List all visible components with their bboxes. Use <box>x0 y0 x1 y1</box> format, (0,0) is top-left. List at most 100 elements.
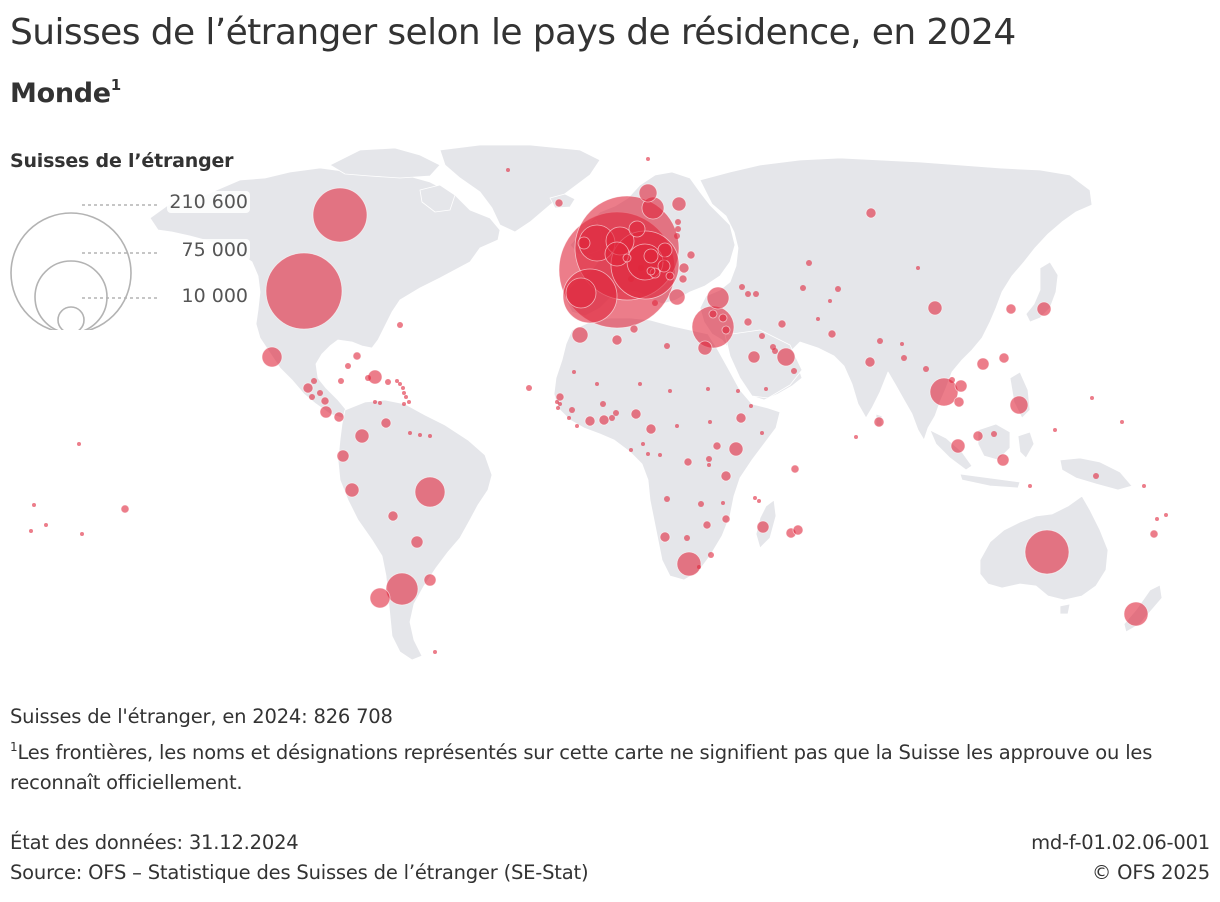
bubble-pakistan <box>827 329 837 339</box>
bubble-layer <box>29 157 1168 654</box>
bubble-romania <box>678 262 690 274</box>
bubble-myanmar <box>923 366 929 372</box>
bubble-monaco <box>628 276 634 282</box>
notes: Suisses de l'étranger, en 2024: 826 708 … <box>10 702 1210 798</box>
land-java <box>959 473 1021 489</box>
bubble-puerto-rico <box>385 379 391 385</box>
bubble-peru <box>344 482 360 498</box>
bubble-finland <box>671 196 687 212</box>
bubble-congo <box>658 453 662 457</box>
bubble-india <box>864 356 876 368</box>
bubble-portugal <box>565 277 597 309</box>
bubble-reunion <box>792 524 804 536</box>
bubble-latvia <box>675 226 681 232</box>
bubble-curacao <box>378 401 382 405</box>
bubble-greece <box>668 288 686 306</box>
footnote-mark: 1 <box>10 740 18 754</box>
land-layer <box>149 144 1163 661</box>
bubble-sudan <box>706 387 710 391</box>
bubble-saudi-arabia <box>747 350 761 364</box>
bubble-estonia <box>675 219 681 225</box>
bubble-libya <box>664 343 670 349</box>
bubble-iran <box>777 319 787 329</box>
bubble-palau <box>1053 428 1057 432</box>
bubble-burundi <box>707 463 711 467</box>
bubble-nepal <box>877 338 883 344</box>
bubble-tanzania <box>720 470 732 482</box>
bubble-iraq <box>743 317 753 327</box>
bubble-burkina-faso <box>600 401 606 407</box>
land-arctic-islands <box>329 147 441 179</box>
land-baffin <box>419 184 456 213</box>
bubble-cuba <box>345 363 351 369</box>
chart-code: md-f-01.02.06-001 <box>1031 831 1210 854</box>
bubble-venezuela <box>380 417 392 429</box>
bubble-georgia <box>739 284 745 290</box>
bubble-falklands <box>433 650 437 654</box>
bubble-malawi <box>721 501 725 505</box>
bubble-aruba <box>373 400 377 404</box>
bubble-hawaii <box>77 442 81 446</box>
bubble-cape-verde <box>556 406 560 410</box>
bubble-suriname <box>418 433 422 437</box>
land-sumatra <box>929 429 973 471</box>
bubble-united-states <box>265 252 343 330</box>
bubble-japan <box>1036 301 1052 317</box>
bubble-central-african-rep- <box>675 424 679 428</box>
bubble-marshall-islands <box>1120 420 1124 424</box>
bubble-pacific-islet-4 <box>80 532 84 536</box>
land-sulawesi <box>1017 431 1035 459</box>
bubble-oman <box>791 368 797 374</box>
bubble-guinea <box>569 407 575 413</box>
bubble-mauritania <box>572 370 576 374</box>
land-greenland <box>439 144 601 233</box>
bubble-lesotho <box>697 565 701 569</box>
bubble-kenya <box>728 441 744 457</box>
bubble-pacific-islet-1 <box>32 503 36 507</box>
legend-circles <box>10 204 158 330</box>
bubble-morocco <box>571 326 589 344</box>
legend-circle-medium <box>34 260 108 330</box>
bubble-australia <box>1024 529 1070 575</box>
bubble-panama <box>333 411 345 423</box>
bubble-benin <box>613 410 619 416</box>
land-south-america <box>337 399 493 661</box>
bubble-guinea-bissau <box>558 402 562 406</box>
bubble-nicaragua <box>320 396 330 406</box>
legend-label-small: 10 000 <box>179 285 250 307</box>
bubble-philippines <box>1009 395 1029 415</box>
bubble-haiti <box>365 375 371 381</box>
bubble-denmark <box>628 220 646 238</box>
bubble-uruguay <box>423 573 437 587</box>
bubble-pacific-islet-2 <box>44 523 48 527</box>
bubble-djibouti <box>749 404 753 408</box>
land-asia <box>699 157 1093 441</box>
bubble-zimbabwe <box>702 520 712 530</box>
legend-circle-large <box>10 212 132 330</box>
footnote-text: Les frontières, les noms et désignations… <box>10 741 1153 794</box>
bubble-indonesia <box>996 453 1010 467</box>
bubble-new-caledonia <box>1149 529 1159 539</box>
bubble-jamaica <box>338 378 344 384</box>
bubble-lesser-antilles-2 <box>398 382 402 386</box>
bubble-guyana <box>408 431 412 435</box>
bubble-jordan <box>721 325 731 335</box>
bubble-bangladesh <box>901 355 907 361</box>
bubble-canada <box>312 187 368 243</box>
legend-title: Suisses de l’étranger <box>10 150 234 172</box>
bubble-somalia <box>760 431 764 435</box>
bubble-eswatini <box>708 552 714 558</box>
bubble-kuwait <box>759 333 765 339</box>
total-label: Suisses de l'étranger, en 2024: 826 708 <box>10 705 393 728</box>
bubble-botswana <box>684 535 690 541</box>
chart-subtitle: Monde1 <box>10 76 121 109</box>
bubble-brazil <box>414 476 446 508</box>
bubble-french-polynesia <box>120 504 130 514</box>
bubble-ecuador <box>336 449 350 463</box>
bubble-belize <box>311 378 317 384</box>
bubble-honduras <box>317 390 323 396</box>
bubble-bahrain <box>770 344 776 350</box>
bubble-svalbard <box>646 157 650 161</box>
bubble-azerbaijan <box>753 291 759 297</box>
bubble-timor-leste <box>1028 484 1032 488</box>
